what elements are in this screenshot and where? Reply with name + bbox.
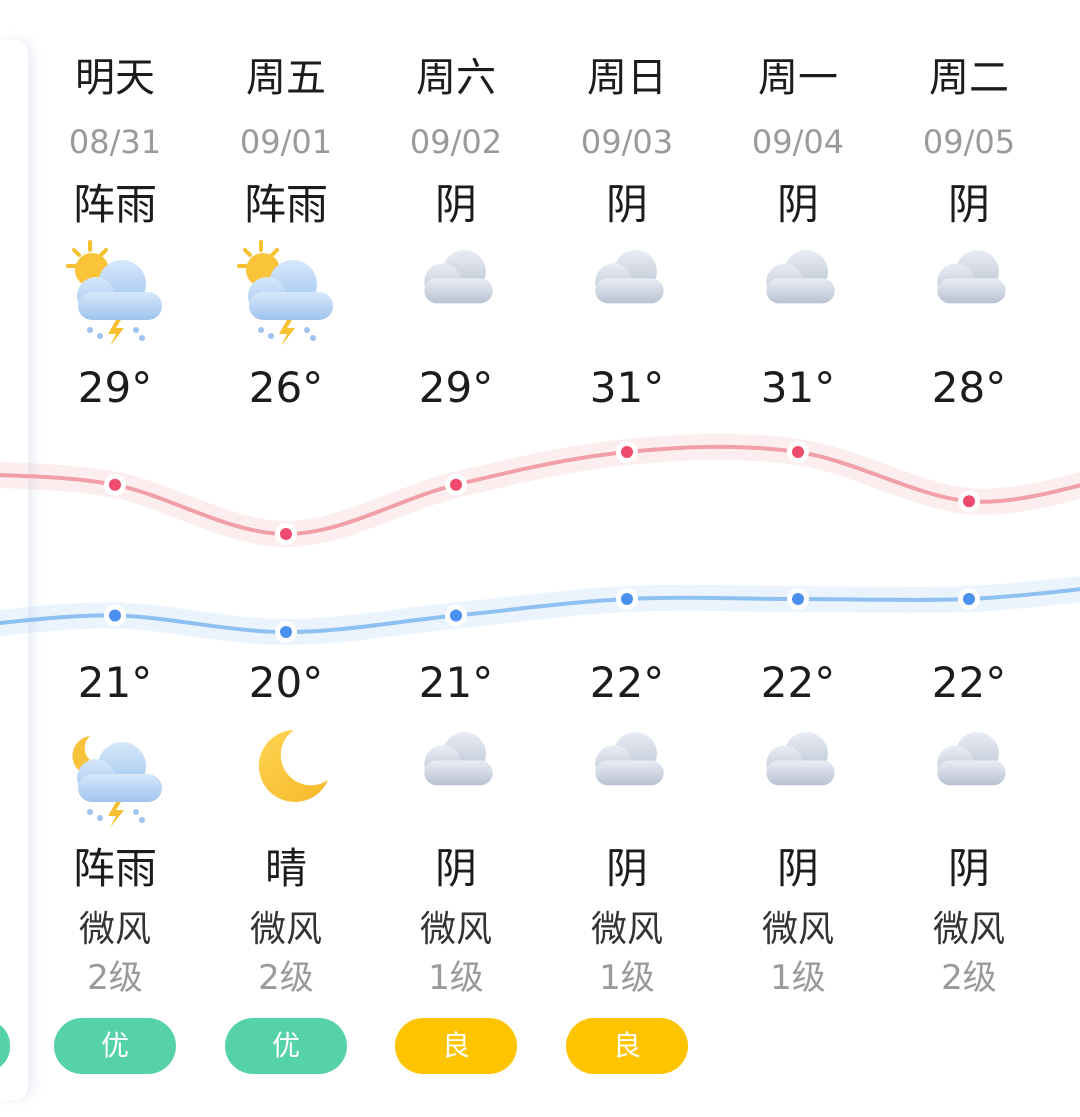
date-label: 09/04 — [751, 123, 845, 161]
wind-level: 1级 — [770, 958, 826, 998]
date-label: 08/31 — [68, 123, 162, 161]
aqi-badge: 优 — [54, 1018, 176, 1074]
day-condition: 阴 — [776, 180, 819, 229]
cloud-icon — [718, 722, 878, 822]
low-temperature: 21° — [77, 658, 153, 707]
low-temperature: 21° — [418, 658, 494, 707]
day-label: 明天 — [75, 55, 155, 101]
day-condition: 阴 — [434, 180, 477, 229]
forecast-day-column[interactable]: 周一 09/04 阴 31° 22° 阴 微风 1级 — [718, 0, 878, 1117]
temperature-chart — [0, 433, 1080, 646]
night-condition: 阴 — [605, 844, 648, 893]
low-temp-point — [450, 609, 462, 622]
night-condition: 阴 — [434, 844, 477, 893]
cloud-icon — [889, 240, 1049, 350]
day-condition: 阵雨 — [72, 180, 157, 229]
aqi-badge: 良 — [395, 1018, 517, 1074]
low-temp-line — [0, 587, 1080, 635]
date-label: 09/02 — [409, 123, 503, 161]
wind-label: 微风 — [932, 909, 1005, 950]
forecast-day-column[interactable]: 周六 09/02 阴 29° 21° 阴 微风 1级良 — [376, 0, 536, 1117]
forecast-day-column[interactable]: 周五 09/01 阵雨 26° 20° — [206, 0, 366, 1117]
sun-cloud-thunder-rain-icon — [206, 240, 366, 350]
wind-level: 2级 — [941, 958, 997, 998]
low-temp-point — [621, 593, 633, 605]
high-temperature: 31° — [589, 363, 665, 412]
day-label: 周六 — [416, 55, 496, 101]
high-temp-point — [450, 478, 462, 491]
high-temp-line — [0, 444, 1080, 537]
day-label: 周五 — [246, 55, 326, 101]
cloud-icon — [376, 722, 536, 822]
low-temp-point — [280, 626, 292, 638]
night-condition: 阵雨 — [72, 844, 157, 893]
cloud-icon — [718, 240, 878, 350]
night-condition: 晴 — [264, 844, 307, 893]
high-temp-point — [963, 495, 975, 508]
wind-label: 微风 — [78, 909, 151, 950]
previous-aqi-badge — [0, 1020, 10, 1072]
day-condition: 阵雨 — [243, 180, 328, 229]
date-label: 09/01 — [239, 123, 333, 161]
moon-icon — [206, 722, 366, 822]
forecast-day-column[interactable]: 明天 08/31 阵雨 29° 21° — [35, 0, 195, 1117]
sun-cloud-thunder-rain-icon — [35, 240, 195, 350]
previous-panel-edge[interactable] — [0, 40, 30, 1100]
low-temperature: 22° — [589, 658, 665, 707]
cloud-icon — [547, 240, 707, 350]
low-temp-point — [963, 593, 975, 605]
high-temp-point — [621, 446, 633, 458]
high-temp-point — [109, 478, 121, 491]
moon-cloud-thunder-rain-icon — [35, 722, 195, 828]
high-temp-point — [280, 528, 292, 540]
high-temperature: 28° — [931, 363, 1007, 412]
date-label: 09/05 — [922, 123, 1016, 161]
day-condition: 阴 — [605, 180, 648, 229]
wind-label: 微风 — [419, 909, 492, 950]
low-temperature: 20° — [248, 658, 324, 707]
aqi-badge: 优 — [225, 1018, 347, 1074]
high-temperature: 29° — [418, 363, 494, 412]
forecast-day-column[interactable]: 周日 09/03 阴 31° 22° 阴 微风 1级良 — [547, 0, 707, 1117]
aqi-badge: 良 — [566, 1018, 688, 1074]
high-temperature: 26° — [248, 363, 324, 412]
day-label: 周二 — [929, 55, 1009, 101]
wind-level: 1级 — [599, 958, 655, 998]
forecast-day-column[interactable]: 周二 09/05 阴 28° 22° 阴 微风 2级 — [889, 0, 1049, 1117]
day-condition: 阴 — [947, 180, 990, 229]
wind-level: 2级 — [258, 958, 314, 998]
night-condition: 阴 — [776, 844, 819, 893]
high-temperature: 29° — [77, 363, 153, 412]
wind-level: 2级 — [87, 958, 143, 998]
wind-label: 微风 — [590, 909, 663, 950]
cloud-icon — [376, 240, 536, 350]
day-label: 周日 — [587, 55, 667, 101]
date-label: 09/03 — [580, 123, 674, 161]
low-temperature: 22° — [931, 658, 1007, 707]
wind-level: 1级 — [428, 958, 484, 998]
low-temperature: 22° — [760, 658, 836, 707]
low-temp-point — [792, 593, 804, 605]
day-label: 周一 — [758, 55, 838, 101]
high-temp-point — [792, 446, 804, 458]
low-temp-point — [109, 609, 121, 622]
high-temperature: 31° — [760, 363, 836, 412]
night-condition: 阴 — [947, 844, 990, 893]
wind-label: 微风 — [249, 909, 322, 950]
cloud-icon — [547, 722, 707, 822]
wind-label: 微风 — [761, 909, 834, 950]
cloud-icon — [889, 722, 1049, 822]
